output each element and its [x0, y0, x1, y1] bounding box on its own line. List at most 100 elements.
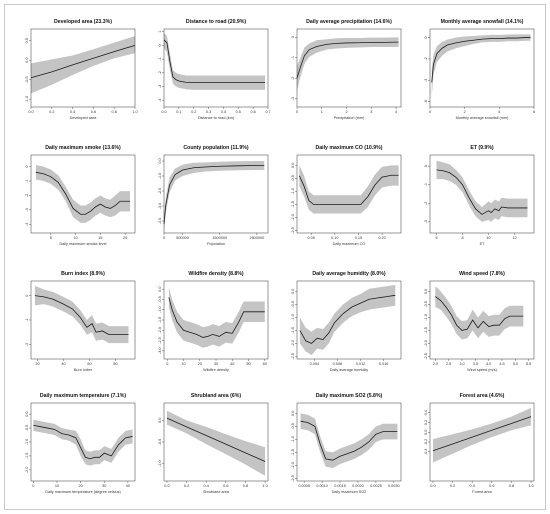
- x-tick-label: 0.0: [164, 484, 169, 488]
- y-tick-label: -1: [158, 57, 162, 60]
- x-tick-label: 0.5: [236, 110, 241, 114]
- x-tick-label: 5: [50, 236, 52, 240]
- series-line: [436, 169, 528, 215]
- x-axis-label: Burn Index: [74, 368, 92, 372]
- chart-title: Wind speed (7.8%): [459, 271, 505, 277]
- y-tick-label: -2.0: [25, 467, 29, 474]
- y-tick-label: -2.0: [424, 340, 428, 347]
- x-tick-label: 0.2: [450, 484, 455, 488]
- x-tick-label: 0.8: [243, 484, 248, 488]
- y-tick-label: 1: [158, 31, 162, 33]
- y-tick-label: -1.5: [291, 327, 295, 334]
- y-tick-label: -2.5: [424, 353, 428, 360]
- plot-frame: [296, 280, 402, 360]
- panel-daily-average-precipitation: Daily average precipitation (14.6%) 0 1 2 3 4…: [281, 15, 407, 133]
- x-tick-label: 0.8: [509, 484, 514, 488]
- y-tick-label: -3: [291, 97, 295, 100]
- y-tick-label: 0.0: [291, 289, 295, 294]
- x-tick-label: 0.0010: [316, 484, 328, 488]
- y-tick-label: -3.0: [158, 348, 162, 355]
- y-tick-label: -1.0: [158, 460, 162, 467]
- series-line: [33, 424, 133, 460]
- y-tick-label: -2.0: [291, 214, 295, 221]
- x-axis-label: Distance to road (km): [198, 116, 235, 120]
- x-axis-label: Wind speed (m/s): [467, 368, 497, 372]
- x-axis-label: Forest area: [472, 490, 492, 494]
- plot-frame: [30, 154, 136, 234]
- y-tick-label: -2: [424, 202, 428, 205]
- chart-daily-average-humidity: Daily average humidity (8.0%) 0.004 0.008 0…: [291, 271, 402, 372]
- y-tick-label: -2: [25, 194, 29, 197]
- y-tick-label: -1.0: [25, 96, 29, 103]
- x-tick-label: 2: [464, 110, 466, 114]
- y-tick-label: -0.5: [291, 301, 295, 308]
- x-tick-label: 10: [181, 362, 185, 366]
- series-line: [166, 417, 266, 462]
- x-axis-label: Monthly average snowfall (mm): [456, 116, 509, 120]
- x-tick-label: 10: [486, 236, 490, 240]
- chart-title: Shrubland area (6%): [191, 393, 241, 399]
- y-tick-label: -2.5: [158, 337, 162, 344]
- y-tick-label: 0.0: [25, 58, 29, 63]
- x-tick-label: 4.5: [499, 362, 504, 366]
- x-tick-label: 0.0: [430, 484, 435, 488]
- series-line: [168, 297, 265, 338]
- series-line: [299, 294, 396, 344]
- x-tick-label: 0.008: [333, 362, 343, 366]
- confidence-band: [164, 33, 266, 90]
- confidence-band: [435, 286, 524, 340]
- y-tick-label: -4: [25, 223, 29, 226]
- x-tick-label: 0: [166, 362, 168, 366]
- y-tick-label: -3: [25, 208, 29, 211]
- y-tick-label: -2.0: [158, 327, 162, 334]
- plot-frame: [296, 402, 402, 482]
- confidence-band: [299, 165, 399, 214]
- x-tick-label: 20: [35, 362, 39, 366]
- x-axis-label: Wildfire density: [203, 368, 229, 372]
- x-tick-label: 50: [246, 362, 250, 366]
- y-tick-label: -2.5: [291, 475, 295, 482]
- plot-frame: [296, 154, 402, 234]
- y-tick-label: -1.5: [291, 201, 295, 208]
- confidence-band: [33, 419, 133, 466]
- x-axis-label: Daily maximum smoke level: [59, 242, 106, 246]
- y-tick-label: -0.5: [25, 425, 29, 432]
- plot-frame: [429, 280, 535, 360]
- chart-title: Daily average humidity (8.0%): [312, 271, 386, 277]
- x-tick-label: 20: [198, 362, 202, 366]
- x-tick-label: 0.0030: [388, 484, 400, 488]
- y-tick-label: -2.5: [291, 353, 295, 360]
- x-tick-label: 4: [498, 110, 500, 114]
- chart-daily-average-precipitation: Daily average precipitation (14.6%) 0 1 2 3 4…: [291, 19, 402, 120]
- x-tick-label: 3.0: [459, 362, 464, 366]
- chart-shrubland-area: Shrubland area (6%) 0.0 0.2 0.4 0.6 0.8 1.0 -1.…: [158, 393, 269, 494]
- x-tick-label: 0.6: [91, 110, 96, 114]
- chart-monthly-average-snowfall: Monthly average snowfall (14.1%) 0 2 4 6 -6 -4…: [424, 19, 535, 120]
- panel-daily-maximum-so2: Daily maximum SO2 (5.8%) 0.0005 0.0010 0.00…: [281, 389, 407, 507]
- confidence-band: [164, 161, 265, 232]
- x-tick-label: 1500000: [212, 236, 227, 240]
- series-line: [432, 416, 532, 452]
- y-tick-label: -1.0: [291, 314, 295, 321]
- y-tick-label: 0: [291, 36, 295, 38]
- y-tick-label: -2: [158, 71, 162, 74]
- x-tick-label: 40: [126, 484, 130, 488]
- x-tick-label: 40: [61, 362, 65, 366]
- x-tick-label: 0.1: [176, 110, 181, 114]
- plot-frame: [296, 28, 402, 108]
- x-tick-label: 20: [79, 484, 83, 488]
- x-tick-label: 0: [32, 484, 34, 488]
- y-tick-label: -2: [25, 343, 29, 346]
- x-tick-label: 1.0: [262, 484, 267, 488]
- y-tick-label: -1: [25, 318, 29, 321]
- x-axis-label: Precipitation (mm): [334, 116, 366, 120]
- chart-title: Forest area (4.6%): [460, 393, 505, 399]
- x-tick-label: 60: [87, 362, 91, 366]
- y-tick-label: -0.5: [25, 76, 29, 83]
- x-tick-label: 0.6: [223, 484, 228, 488]
- x-tick-label: 6: [533, 110, 535, 114]
- chart-daily-maximum-so2: Daily maximum SO2 (5.8%)0.0005 0.0010 0.00…: [291, 393, 402, 494]
- x-tick-label: 12: [512, 236, 516, 240]
- y-tick-label: -1.0: [158, 306, 162, 313]
- x-tick-label: 0.2: [49, 110, 54, 114]
